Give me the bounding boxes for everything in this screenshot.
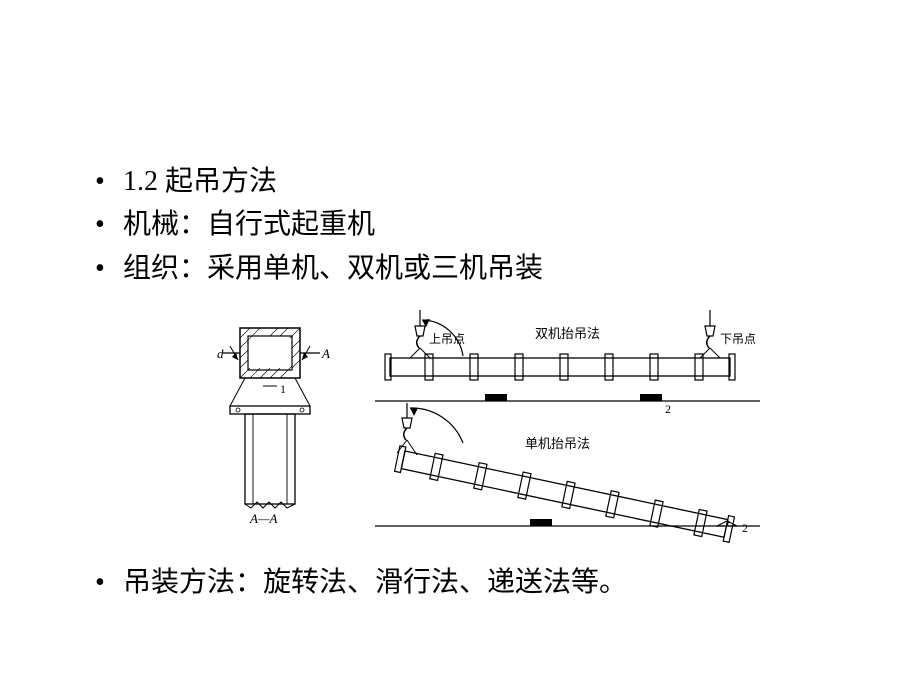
bullet-list-2: 吊装方法：旋转法、滑行法、递送法等。 <box>95 561 840 604</box>
label-AA: A—A <box>249 511 278 526</box>
bullet-1: 1.2 起吊方法 <box>95 160 840 203</box>
hook-top-left-icon <box>415 310 425 348</box>
label-1: 1 <box>280 382 286 396</box>
lifting-diagram: d A 1 <box>215 308 775 543</box>
label-lower-hook: 下吊点 <box>720 332 756 346</box>
bullet-4: 吊装方法：旋转法、滑行法、递送法等。 <box>95 561 840 604</box>
label-A: A <box>321 346 330 361</box>
bullet-3: 组织：采用单机、双机或三机吊装 <box>95 247 840 290</box>
label-method-double: 双机抬吊法 <box>535 326 600 341</box>
label-2b: 2 <box>742 521 748 535</box>
hook-top-right-icon <box>705 310 715 348</box>
bullet-2: 机械：自行式起重机 <box>95 203 840 246</box>
diagram-svg: d A 1 <box>215 308 775 543</box>
label-2a: 2 <box>665 402 671 416</box>
slide-content: 1.2 起吊方法 机械：自行式起重机 组织：采用单机、双机或三机吊装 <box>0 0 920 690</box>
label-method-single: 单机抬吊法 <box>525 436 590 451</box>
bullet-list: 1.2 起吊方法 机械：自行式起重机 组织：采用单机、双机或三机吊装 <box>95 160 840 290</box>
label-d: d <box>217 346 224 361</box>
